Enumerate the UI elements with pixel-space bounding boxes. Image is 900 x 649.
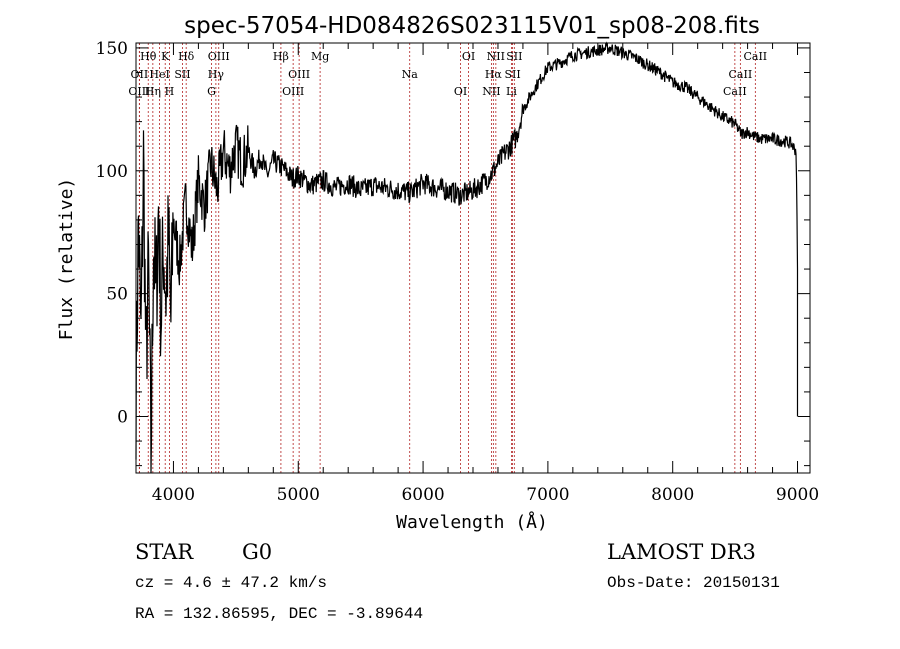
x-tick-label: 9000 bbox=[776, 485, 819, 505]
spectral-line-label: CaII bbox=[729, 68, 753, 81]
spectral-line-label: K bbox=[161, 50, 170, 63]
spectral-line-label: OI bbox=[454, 85, 467, 98]
spectral-lines-layer bbox=[138, 43, 756, 473]
spectral-line-label: CaII bbox=[723, 85, 747, 98]
spectral-line-label: G bbox=[207, 85, 216, 98]
spectral-line-label: Hθ bbox=[140, 50, 157, 63]
spectral-line-label: OII bbox=[131, 68, 149, 81]
flux-series-line bbox=[135, 41, 799, 474]
x-tick-label: 7000 bbox=[526, 485, 569, 505]
spectral-line-label: Hη bbox=[145, 85, 161, 98]
axis-ticks: 4000 5000 6000 7000 8000 9000 0 50 100 150 bbox=[96, 39, 820, 505]
spectral-line-label: Hγ bbox=[208, 68, 225, 81]
spectral-line-label: OI bbox=[462, 50, 475, 63]
spectral-line-label: Hβ bbox=[273, 50, 289, 63]
x-tick-label: 8000 bbox=[651, 485, 694, 505]
chart-title: spec-57054-HD084826S023115V01_sp08-208.f… bbox=[184, 13, 760, 39]
spectral-line-label: Mg bbox=[311, 50, 329, 63]
y-tick-label: 50 bbox=[106, 285, 128, 305]
spectral-line-label: CaII bbox=[743, 50, 767, 63]
spectral-line-label: NII bbox=[482, 85, 500, 98]
object-type: STAR bbox=[135, 540, 194, 564]
spectral-line-label: NII bbox=[487, 50, 505, 63]
x-tick-label: 5000 bbox=[277, 485, 320, 505]
spectral-line-label: H bbox=[165, 85, 175, 98]
spectral-line-label: OIII bbox=[288, 68, 310, 81]
obs-date: Obs-Date: 20150131 bbox=[607, 574, 780, 592]
spectral-line-label: Hα bbox=[485, 68, 503, 81]
x-axis-label: Wavelength (Å) bbox=[396, 511, 548, 533]
y-axis-label: Flux (relative) bbox=[56, 178, 77, 341]
x-tick-label: 6000 bbox=[401, 485, 444, 505]
spectral-line-label: Na bbox=[402, 68, 419, 81]
spectral-line-label: SII bbox=[504, 68, 520, 81]
spectral-line-label: SII bbox=[174, 68, 190, 81]
coordinates: RA = 132.86595, DEC = -3.89644 bbox=[135, 605, 424, 623]
y-tick-label: 100 bbox=[96, 162, 128, 182]
survey-label: LAMOST DR3 bbox=[607, 540, 756, 564]
subclass: G0 bbox=[242, 540, 273, 564]
x-tick-label: 4000 bbox=[152, 485, 195, 505]
spectral-line-labels: HθOIIOIIIKHeIHηHδSIIHOIIIHγGHβOIIIOIIIMg… bbox=[128, 50, 767, 98]
redshift-cz: cz = 4.6 ± 47.2 km/s bbox=[135, 574, 328, 592]
spectral-line-label: HeI bbox=[149, 68, 169, 81]
spectral-line-label: SII bbox=[506, 50, 522, 63]
spectral-line-label: Li bbox=[506, 85, 517, 98]
y-tick-label: 0 bbox=[117, 407, 128, 427]
spectral-line-label: OIII bbox=[128, 85, 150, 98]
y-tick-label: 150 bbox=[96, 39, 128, 59]
spectral-line-label: OIII bbox=[208, 50, 230, 63]
spectral-line-label: Hδ bbox=[178, 50, 195, 63]
spectral-line-label: OIII bbox=[282, 85, 304, 98]
